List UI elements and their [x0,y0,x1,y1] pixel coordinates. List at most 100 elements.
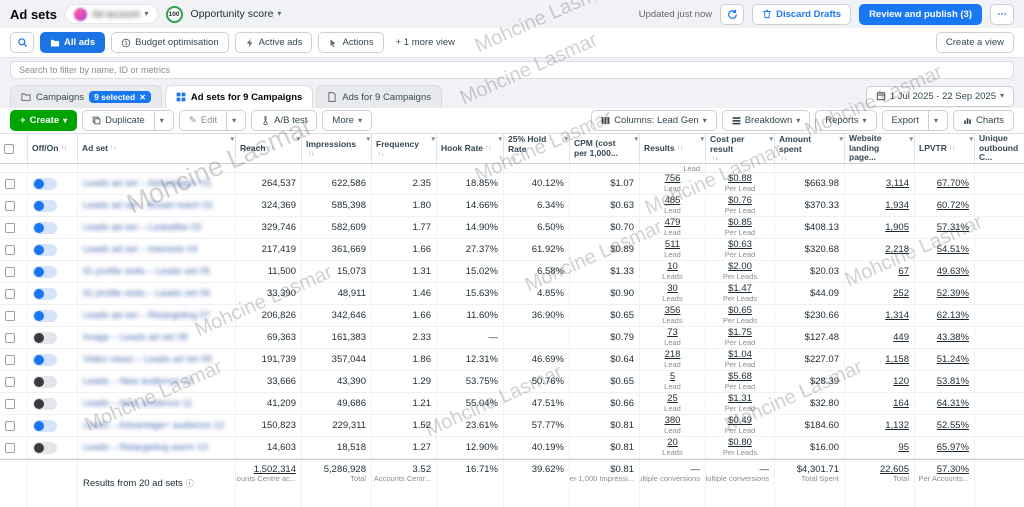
row-checkbox[interactable] [5,377,15,387]
column-menu-caret[interactable]: ▾ [230,136,234,144]
select-all-checkbox[interactable] [4,144,14,154]
column-header[interactable]: Off/On↑↓ [28,134,78,163]
tab-ad-sets[interactable]: Ad sets for 9 Campaigns [165,85,313,108]
column-menu-caret[interactable]: ▾ [769,136,773,144]
adset-name-link[interactable]: IG profile visits – Leads set 06 [83,288,210,299]
website-lpv-value[interactable]: 1,132 [885,420,909,431]
column-header[interactable]: LPVTR↑↓▾ [915,134,975,163]
column-header[interactable]: Impressions↑↓▾ [302,134,372,163]
adset-toggle[interactable] [33,200,57,212]
view-actions-button[interactable]: Actions [318,32,383,53]
adset-toggle[interactable] [33,222,57,234]
adset-toggle[interactable] [33,310,57,322]
tab-ads[interactable]: Ads for 9 Campaigns [316,85,442,108]
lpvtr-value[interactable]: 60.72% [937,200,969,211]
adset-toggle[interactable] [33,244,57,256]
column-menu-caret[interactable]: ▾ [969,136,973,144]
charts-button[interactable]: Charts [953,110,1014,131]
view-active-ads-button[interactable]: Active ads [235,32,313,53]
column-header[interactable]: 25% Hold Rate↑↓▾ [504,134,570,163]
ab-test-button[interactable]: A/B test [251,110,317,131]
adset-name-link[interactable]: Leads – New audience 10 [83,376,193,387]
edit-button[interactable]: ✎ Edit ▾ [179,110,246,131]
adset-toggle[interactable] [33,442,57,454]
column-menu-caret[interactable]: ▾ [700,136,704,144]
adset-toggle[interactable] [33,420,57,432]
adset-name-link[interactable]: Leads ad set – Broad reach 02 [83,200,213,211]
search-input[interactable] [10,61,1014,79]
row-checkbox[interactable] [5,179,15,189]
chevron-down-icon[interactable]: ▾ [232,117,236,125]
adset-toggle[interactable] [33,376,57,388]
adset-name-link[interactable]: Leads – New audience 11 [83,398,192,409]
website-lpv-value[interactable]: 1,314 [885,310,909,321]
create-view-button[interactable]: Create a view [936,32,1014,53]
breakdown-button[interactable]: Breakdown ▾ [722,110,811,131]
columns-button[interactable]: Columns: Lead Gen ▾ [591,110,717,131]
more-actions-button[interactable]: More ▾ [322,110,372,131]
chevron-down-icon[interactable]: ▾ [934,117,938,125]
lpvtr-value[interactable]: 51.24% [937,354,969,365]
lpvtr-value[interactable]: 43.38% [937,332,969,343]
lpvtr-value[interactable]: 54.51% [937,244,969,255]
lpvtr-value[interactable]: 52.55% [937,420,969,431]
adset-name-link[interactable]: Leads ad set – Advantage+ 01 [83,178,212,189]
adset-name-link[interactable]: Leads ad set – Interests 04 [83,244,198,255]
export-button[interactable]: Export ▾ [882,110,948,131]
adset-toggle[interactable] [33,178,57,190]
refresh-button[interactable] [720,4,744,25]
row-checkbox[interactable] [5,443,15,453]
website-lpv-value[interactable]: 2,218 [885,244,909,255]
lpvtr-value[interactable]: 49.63% [937,266,969,277]
row-checkbox[interactable] [5,223,15,233]
website-lpv-value[interactable]: 95 [898,442,909,453]
adset-name-link[interactable]: Leads ad set – Lookalike 03 [83,222,201,233]
view-budget-optimisation-button[interactable]: $ Budget optimisation [111,32,228,53]
sort-icon[interactable]: ↑↓ [781,155,788,162]
lpvtr-value[interactable]: 64.31% [937,398,969,409]
date-range-picker[interactable]: 1 Jul 2025 - 22 Sep 2025 ▾ [866,86,1014,107]
sort-icon[interactable]: ↑↓ [378,150,385,157]
sort-icon[interactable]: ↑↓ [949,144,956,154]
adset-toggle[interactable] [33,332,57,344]
column-header[interactable]: Cost per result↑↓▾ [706,134,775,163]
adset-name-link[interactable]: Leads ad set – Retargeting 07 [83,310,210,321]
website-lpv-value[interactable]: 120 [893,376,909,387]
reports-button[interactable]: Reports ▾ [815,110,876,131]
row-checkbox[interactable] [5,245,15,255]
adset-name-link[interactable]: Video views – Leads ad set 09 [83,354,212,365]
sort-icon[interactable]: ↑↓ [510,155,517,162]
adset-name-link[interactable]: IG profile visits – Leads set 05 [83,266,210,277]
column-menu-caret[interactable]: ▾ [498,136,502,144]
website-lpv-value[interactable]: 252 [893,288,909,299]
account-switcher[interactable]: Ad account ▾ [65,4,158,24]
website-lpv-value[interactable]: 3,114 [886,178,909,189]
column-header[interactable]: Website landing page...▾ [845,134,915,163]
website-lpv-value[interactable]: 67 [898,266,909,277]
sort-icon[interactable]: ↑↓ [110,144,117,154]
column-header[interactable]: Amount spent↑↓▾ [775,134,845,163]
adset-toggle[interactable] [33,266,57,278]
row-checkbox[interactable] [5,201,15,211]
column-menu-caret[interactable]: ▾ [366,136,370,144]
column-header[interactable]: Unique outbound C... [975,134,1024,163]
row-checkbox[interactable] [5,421,15,431]
column-menu-caret[interactable]: ▾ [634,136,638,144]
website-lpv-value[interactable]: 164 [893,398,909,409]
lpvtr-value[interactable]: 65.97% [937,442,969,453]
row-checkbox[interactable] [5,399,15,409]
website-lpv-value[interactable]: 1,158 [885,354,909,365]
row-checkbox[interactable] [5,267,15,277]
column-menu-caret[interactable]: ▾ [839,136,843,144]
sort-icon[interactable]: ↑↓ [308,150,315,157]
discard-drafts-button[interactable]: Discard Drafts [752,4,851,25]
column-menu-caret[interactable]: ▾ [296,136,300,144]
review-publish-button[interactable]: Review and publish (3) [859,4,982,25]
view-all-ads-button[interactable]: All ads [40,32,105,53]
row-checkbox[interactable] [5,289,15,299]
row-checkbox[interactable] [5,311,15,321]
website-lpv-value[interactable]: 1,934 [885,200,909,211]
adset-name-link[interactable]: Image – Leads ad set 08 [83,332,188,343]
column-menu-caret[interactable]: ▾ [909,136,913,144]
more-views-button[interactable]: + 1 more view [390,37,461,48]
